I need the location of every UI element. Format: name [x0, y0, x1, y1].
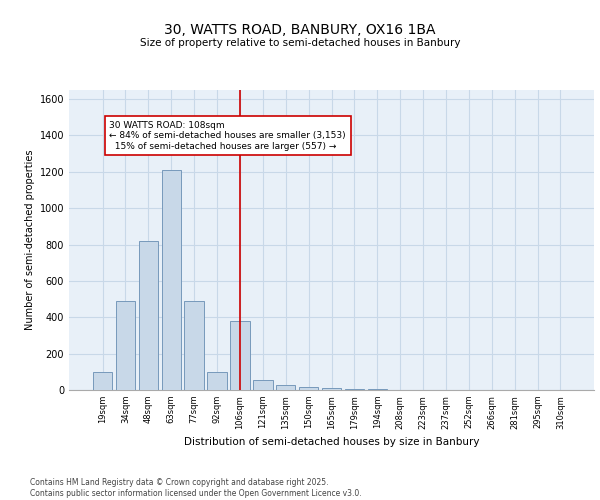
- Bar: [276, 384, 295, 390]
- Y-axis label: Number of semi-detached properties: Number of semi-detached properties: [25, 150, 35, 330]
- Bar: [230, 321, 250, 390]
- Bar: [116, 301, 135, 390]
- Bar: [299, 388, 319, 390]
- Text: 30, WATTS ROAD, BANBURY, OX16 1BA: 30, WATTS ROAD, BANBURY, OX16 1BA: [164, 22, 436, 36]
- Text: Size of property relative to semi-detached houses in Banbury: Size of property relative to semi-detach…: [140, 38, 460, 48]
- Bar: [184, 301, 204, 390]
- Bar: [344, 389, 364, 390]
- Bar: [208, 372, 227, 390]
- Bar: [161, 170, 181, 390]
- Bar: [139, 241, 158, 390]
- X-axis label: Distribution of semi-detached houses by size in Banbury: Distribution of semi-detached houses by …: [184, 437, 479, 447]
- Text: 30 WATTS ROAD: 108sqm
← 84% of semi-detached houses are smaller (3,153)
  15% of: 30 WATTS ROAD: 108sqm ← 84% of semi-deta…: [109, 121, 346, 150]
- Bar: [322, 388, 341, 390]
- Bar: [253, 380, 272, 390]
- Bar: [368, 389, 387, 390]
- Text: Contains HM Land Registry data © Crown copyright and database right 2025.
Contai: Contains HM Land Registry data © Crown c…: [30, 478, 362, 498]
- Bar: [93, 372, 112, 390]
